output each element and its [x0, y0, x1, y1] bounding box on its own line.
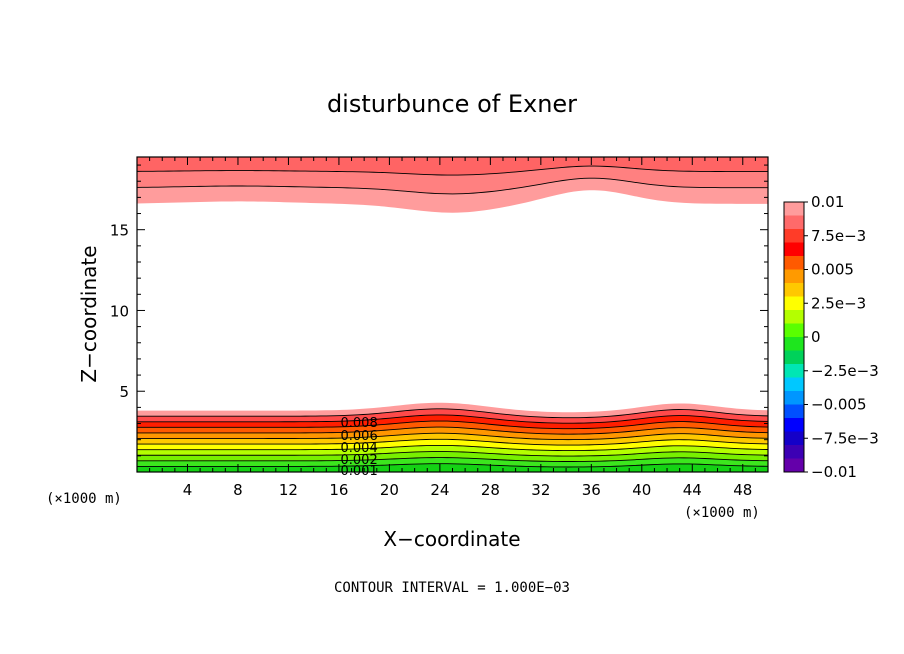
- colorbar-swatch: [784, 310, 804, 324]
- bottom-contour-2: [137, 451, 768, 457]
- colorbar-label: 7.5e−3: [811, 227, 866, 245]
- colorbar-swatch: [784, 296, 804, 311]
- colorbar-swatch: [784, 256, 804, 270]
- colorbar-swatch: [784, 418, 804, 432]
- colorbar-swatch: [784, 458, 804, 473]
- colorbar-swatch: [784, 391, 804, 405]
- colorbar-swatch: [784, 229, 804, 243]
- top-contour-1: [137, 177, 768, 195]
- x-axis: 4 8 12 16 20 24 28 32 36 40 44 48: [149, 157, 756, 499]
- x-tick-label: 16: [329, 481, 348, 499]
- colorbar-label: 2.5e−3: [811, 294, 866, 312]
- contour-label: 0.004: [341, 441, 378, 456]
- colorbar-label: 0.01: [811, 193, 844, 211]
- colorbar-label: 0.005: [811, 261, 854, 279]
- y-tick-label: 10: [110, 302, 129, 320]
- plot-area: [137, 157, 768, 472]
- x-unit-note-left: (×1000 m): [46, 491, 122, 507]
- bottom-band-0: [137, 463, 768, 472]
- bottom-contour-4: [137, 438, 768, 446]
- bottom-contour-9: [137, 408, 768, 419]
- x-axis-label: X−coordinate: [383, 527, 520, 551]
- contour-label: 0.001: [341, 464, 378, 479]
- bottom-contour-6: [137, 426, 768, 435]
- colorbar-swatch: [784, 445, 804, 459]
- x-tick-label: 48: [733, 481, 752, 499]
- colorbar-swatch: [784, 283, 804, 297]
- colorbar: 0.01 7.5e−3 0.005 2.5e−3 0 −2.5e−3 −0.005 −7.5e…: [783, 193, 879, 481]
- bottom-contour-8: [137, 414, 768, 424]
- colorbar-swatch: [784, 215, 804, 230]
- top-contour-2: [137, 165, 768, 176]
- y-tick-label: 5: [119, 383, 129, 401]
- x-tick-label: 8: [233, 481, 243, 499]
- colorbar-label: 0: [811, 328, 821, 346]
- colorbar-swatch: [784, 404, 804, 419]
- x-tick-label: 28: [481, 481, 500, 499]
- bottom-contour-1: [137, 457, 768, 462]
- x-tick-label: 24: [430, 481, 449, 499]
- bottom-contour-3: [137, 444, 768, 452]
- colorbar-label: −2.5e−3: [811, 362, 879, 380]
- colorbar-swatch: [784, 202, 804, 216]
- bottom-contour-0: [137, 463, 768, 468]
- y-axis: 5 10 15: [110, 164, 768, 457]
- x-tick-label: 36: [582, 481, 601, 499]
- colorbar-swatch: [784, 323, 804, 338]
- y-tick-label: 15: [110, 222, 129, 240]
- bottom-contour-5: [137, 432, 768, 441]
- colorbar-label: −0.01: [811, 463, 857, 481]
- colorbar-label: −7.5e−3: [811, 429, 879, 447]
- contour-label: 0.008: [341, 416, 378, 431]
- x-tick-label: 20: [380, 481, 399, 499]
- bottom-contour-7: [137, 420, 768, 430]
- x-tick-label: 4: [183, 481, 193, 499]
- colorbar-swatch: [784, 350, 804, 365]
- colorbar-swatch: [784, 242, 804, 257]
- x-unit-note-right: (×1000 m): [684, 505, 760, 521]
- colorbar-swatch: [784, 337, 804, 351]
- colorbar-swatch: [784, 377, 804, 392]
- colorbar-swatch: [784, 431, 804, 446]
- colorbar-swatch: [784, 364, 804, 378]
- y-axis-label: Z−coordinate: [77, 245, 101, 382]
- contour-interval-note: CONTOUR INTERVAL = 1.000E−03: [334, 580, 570, 596]
- colorbar-label: −0.005: [811, 396, 867, 414]
- contour-label: 0.002: [341, 453, 378, 468]
- x-tick-label: 12: [279, 481, 298, 499]
- colorbar-swatch: [784, 269, 804, 284]
- contour-label: 0.006: [341, 429, 378, 444]
- chart-title: disturbunce of Exner: [327, 90, 577, 118]
- x-tick-label: 32: [531, 481, 550, 499]
- x-tick-label: 44: [683, 481, 702, 499]
- x-tick-label: 40: [632, 481, 651, 499]
